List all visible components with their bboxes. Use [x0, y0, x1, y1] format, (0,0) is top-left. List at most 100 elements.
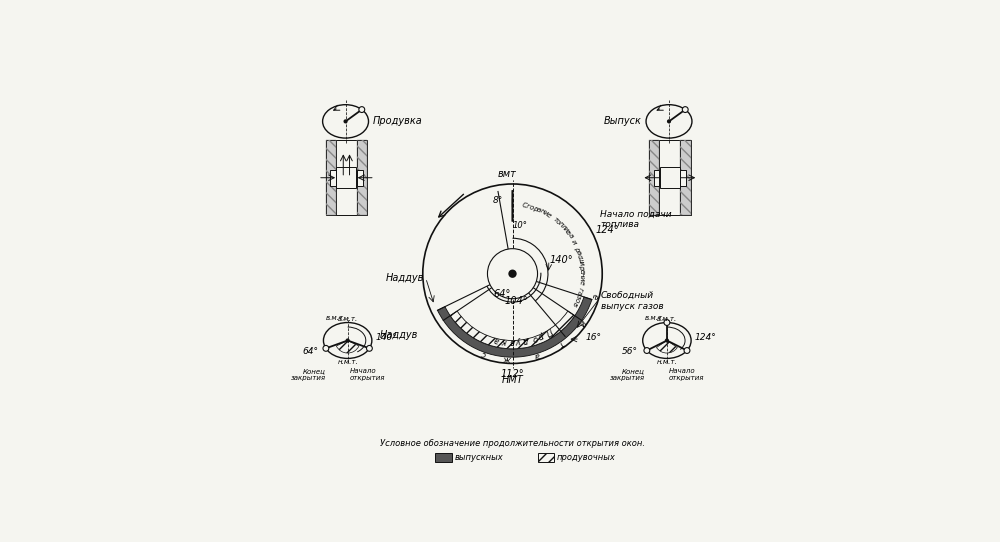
Wedge shape: [437, 297, 592, 357]
Text: 140°: 140°: [375, 333, 397, 341]
Text: в: в: [564, 229, 572, 236]
Text: НМТ: НМТ: [502, 375, 523, 385]
Text: 140°: 140°: [550, 255, 573, 265]
Text: в.м.т.: в.м.т.: [657, 315, 677, 322]
Text: к: к: [501, 336, 507, 346]
Text: 8°: 8°: [493, 196, 503, 205]
Circle shape: [343, 119, 348, 124]
Text: о: о: [554, 218, 561, 225]
Text: в: в: [509, 337, 514, 346]
Text: п: п: [557, 221, 564, 228]
Text: р: р: [578, 264, 584, 269]
Text: н.м.т.: н.м.т.: [337, 359, 358, 365]
Text: и: и: [570, 238, 578, 246]
Text: Начало
открытия: Начало открытия: [669, 367, 705, 380]
Bar: [680, 140, 691, 215]
Text: 64°: 64°: [493, 289, 511, 299]
Text: а: а: [493, 334, 500, 345]
Text: С: С: [522, 202, 527, 209]
Circle shape: [667, 119, 671, 124]
Bar: [659, 140, 680, 215]
Text: и: и: [542, 209, 549, 217]
Circle shape: [323, 345, 329, 351]
Bar: [336, 167, 356, 188]
Circle shape: [682, 107, 688, 113]
Text: е: е: [589, 292, 599, 299]
Text: Выпуск: Выпуск: [604, 117, 642, 126]
Bar: [357, 140, 367, 215]
Text: и: и: [577, 261, 584, 266]
Text: выпускных: выпускных: [454, 453, 503, 462]
Text: 112°: 112°: [501, 369, 524, 379]
Text: в.м.т.: в.м.т.: [325, 315, 346, 321]
Text: ж: ж: [504, 353, 512, 363]
Text: ш: ш: [577, 256, 584, 263]
Circle shape: [487, 249, 538, 299]
Text: н: н: [579, 272, 585, 277]
Text: 124°: 124°: [595, 224, 619, 235]
Bar: [649, 140, 659, 215]
Text: н.м.т.: н.м.т.: [657, 359, 677, 365]
Text: с: с: [480, 349, 487, 358]
Bar: [680, 140, 691, 215]
Text: продувочных: продувочных: [557, 453, 616, 462]
Text: 16°: 16°: [586, 333, 602, 343]
Circle shape: [684, 347, 690, 353]
Text: г: г: [526, 203, 531, 210]
Bar: [654, 170, 659, 186]
Text: а: а: [575, 249, 582, 255]
Text: г: г: [576, 287, 583, 292]
Text: Конец
закрытия: Конец закрытия: [610, 367, 645, 380]
Text: и: и: [562, 226, 569, 233]
Text: р: р: [573, 246, 581, 252]
Text: е: е: [578, 280, 584, 285]
Wedge shape: [450, 311, 575, 349]
Text: а: а: [575, 290, 582, 296]
Text: р: р: [537, 330, 546, 340]
Text: Продувка: Продувка: [373, 117, 422, 126]
Circle shape: [644, 347, 650, 353]
Circle shape: [664, 320, 670, 325]
Text: о: о: [573, 297, 580, 303]
Text: Наддув: Наддув: [386, 273, 424, 283]
Text: Наддув: Наддув: [380, 330, 419, 340]
Text: е: е: [578, 268, 585, 273]
Circle shape: [359, 107, 365, 113]
Text: а: а: [534, 350, 541, 360]
Text: П: П: [543, 326, 553, 337]
Text: д: д: [523, 335, 531, 345]
Bar: [326, 140, 336, 215]
Bar: [538, 453, 554, 462]
Bar: [660, 167, 680, 188]
Bar: [357, 170, 363, 186]
Text: р: р: [532, 205, 538, 212]
Text: у: у: [517, 337, 523, 346]
Text: Свободный
выпуск газов: Свободный выпуск газов: [601, 291, 664, 311]
Circle shape: [665, 338, 669, 343]
Text: 124°: 124°: [694, 333, 716, 341]
Text: 64°: 64°: [302, 347, 318, 356]
Wedge shape: [336, 340, 359, 353]
Text: вмт: вмт: [498, 169, 517, 178]
Circle shape: [346, 338, 350, 343]
Text: в.м.т.: в.м.т.: [645, 315, 665, 321]
Wedge shape: [657, 340, 677, 353]
Text: и: и: [577, 318, 587, 327]
Text: е: е: [545, 211, 552, 218]
Text: Условное обозначение продолжительности открытия окон.: Условное обозначение продолжительности о…: [380, 439, 645, 448]
Text: 10°: 10°: [513, 221, 528, 230]
Bar: [326, 140, 336, 215]
Text: в.м.т.: в.м.т.: [338, 315, 358, 322]
Text: Начало подачи
топлива: Начало подачи топлива: [600, 210, 672, 229]
Bar: [649, 140, 659, 215]
Text: с: с: [576, 253, 583, 259]
Text: и: и: [578, 276, 585, 281]
Text: н: н: [539, 208, 546, 215]
Bar: [330, 170, 336, 186]
Text: т: т: [551, 216, 558, 223]
Text: о: о: [531, 333, 538, 343]
Text: 104°: 104°: [505, 296, 529, 306]
Text: а: а: [566, 232, 574, 239]
Text: т: т: [557, 338, 566, 348]
Text: о: о: [529, 204, 535, 211]
